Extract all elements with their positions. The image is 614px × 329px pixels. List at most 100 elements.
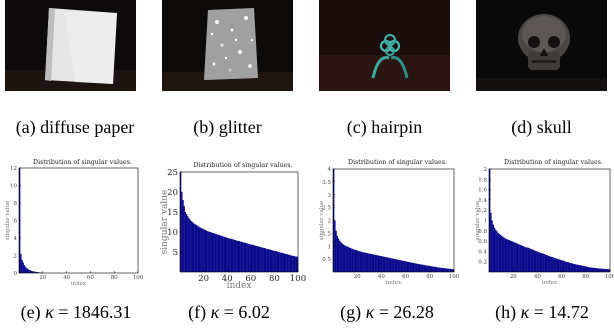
bar [447, 268, 450, 272]
bar [194, 224, 196, 272]
bar [493, 227, 496, 272]
bar [269, 249, 272, 272]
caption-diffuse-paper: (a) diffuse paper [15, 117, 135, 137]
x-tick-label: 40 [378, 274, 385, 280]
bar [255, 246, 257, 272]
chart-title: Distribution of singular values. [504, 159, 603, 166]
bar [246, 243, 248, 272]
bar [266, 248, 268, 272]
bar [508, 240, 510, 272]
bar [557, 259, 560, 272]
x-tick-label: 60 [245, 274, 256, 284]
bar [233, 239, 235, 272]
bar [359, 251, 361, 272]
bar [547, 255, 549, 272]
bar [38, 272, 40, 273]
x-tick-label: 40 [63, 275, 70, 281]
bar [590, 267, 592, 272]
bar [550, 256, 553, 272]
bar [274, 251, 276, 272]
photo-hairpin [319, 0, 450, 91]
bar [515, 243, 517, 272]
bar [389, 258, 392, 272]
bar [239, 241, 241, 272]
bar [572, 263, 574, 272]
y-tick-label: 0.2 [478, 260, 487, 266]
bar [362, 252, 364, 272]
bar [221, 236, 223, 272]
x-tick-label: 20 [198, 274, 209, 284]
caption-label: (e) [20, 302, 41, 322]
bar [240, 241, 242, 272]
bar [257, 246, 260, 272]
bar [189, 219, 191, 272]
bar [602, 268, 605, 272]
bar [242, 242, 244, 272]
bar [375, 255, 377, 272]
bar [236, 240, 238, 272]
bar [370, 253, 372, 272]
bar [270, 250, 273, 272]
bar [440, 267, 443, 272]
caption-kappa-g: (g) κ = 26.28 [316, 302, 458, 323]
bar [263, 248, 266, 272]
bar [521, 245, 524, 272]
bar [423, 265, 426, 272]
kappa-value: 14.72 [548, 302, 589, 322]
y-tick-label: 1.4 [478, 198, 487, 204]
bar [355, 250, 358, 272]
y-tick-label: 2 [14, 254, 18, 260]
bar [432, 266, 434, 272]
bar [548, 256, 550, 272]
y-tick-label: 8 [14, 201, 18, 207]
x-tick-label: 60 [87, 275, 94, 281]
singular-value-plot: Distribution of singular values. 20 40 60 80… [319, 159, 460, 286]
bar [601, 268, 603, 272]
bar [600, 268, 602, 272]
bar [417, 264, 420, 272]
y-tick-label: 4 [14, 236, 18, 242]
bar [591, 267, 594, 272]
bar [531, 249, 533, 272]
bar [292, 255, 294, 272]
bar [418, 264, 421, 272]
bar [287, 254, 289, 272]
bar [411, 262, 414, 272]
bar [222, 236, 224, 272]
bar [235, 240, 237, 272]
diffuse-paper-image [5, 0, 136, 91]
bar [249, 244, 251, 272]
bar [530, 248, 532, 272]
x-axis-label: index [386, 280, 402, 286]
x-axis-label: index [227, 281, 252, 291]
y-tick-label: 12 [10, 166, 17, 172]
bar [559, 259, 561, 272]
bar [514, 242, 516, 272]
bar [596, 268, 599, 272]
bar [421, 264, 423, 272]
bar [251, 244, 254, 272]
caption-glitter: (b) glitter [193, 117, 262, 137]
bar [190, 221, 192, 272]
bar [229, 238, 231, 272]
bar [502, 236, 504, 272]
bar [549, 256, 551, 272]
x-axis-label: index [542, 280, 558, 286]
bar [342, 244, 345, 272]
bar [498, 233, 501, 272]
bar [254, 245, 256, 272]
x-tick-label: 100 [449, 274, 460, 280]
bar [34, 271, 36, 273]
bar [585, 266, 588, 272]
bar [272, 250, 274, 272]
bar [496, 231, 498, 272]
y-tick-label: 6 [14, 219, 18, 225]
bar [420, 264, 422, 272]
bar [438, 267, 440, 272]
chart-skull: Distribution of singular values. 20 40 60 80… [474, 159, 614, 298]
bar [491, 220, 493, 272]
bar [394, 259, 397, 272]
bar [345, 245, 347, 272]
chart-title: Distribution of singular values. [33, 159, 132, 166]
y-tick-label: 1 [484, 219, 488, 225]
